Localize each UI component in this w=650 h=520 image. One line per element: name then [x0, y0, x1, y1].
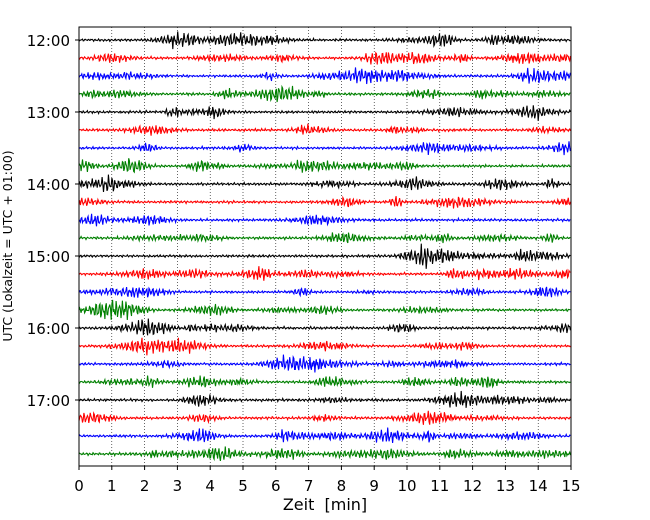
x-axis-label: Zeit [min]: [283, 495, 367, 514]
y-tick-label: 12:00: [27, 32, 70, 50]
trace-line: [78, 299, 571, 320]
trace-line: [78, 286, 571, 298]
trace-line: [78, 375, 571, 389]
trace-line: [78, 67, 571, 85]
trace-line: [78, 213, 571, 227]
x-tick-label: 9: [369, 477, 379, 495]
plot-frame: [78, 26, 572, 467]
x-tick-label: 6: [271, 477, 281, 495]
x-tick-label: 15: [561, 477, 580, 495]
trace-line: [78, 318, 571, 336]
x-tick-label: 4: [205, 477, 215, 495]
y-axis-label: UTC (Lokalzeit = UTC + 01:00): [0, 150, 15, 341]
grid-lines: [111, 27, 539, 466]
trace-line: [78, 266, 571, 281]
trace-line: [78, 31, 571, 50]
trace-line: [78, 232, 571, 244]
traces: [78, 31, 571, 462]
x-axis-ticks: 0 1 2 3 4 5 6 7 8 9 10 11 12 13 14 15: [74, 466, 581, 495]
y-tick-label: 17:00: [27, 392, 70, 410]
x-tick-label: 7: [304, 477, 314, 495]
y-tick-label: 13:00: [27, 104, 70, 122]
trace-line: [78, 158, 571, 174]
trace-line: [78, 141, 571, 156]
x-tick-label: 11: [430, 477, 449, 495]
y-tick-label: 16:00: [27, 320, 70, 338]
y-axis-ticks: 12:00 13:00 14:00 15:00 16:00 17:00: [27, 32, 79, 410]
trace-line: [78, 51, 571, 65]
trace-line: [78, 410, 571, 425]
trace-line: [78, 427, 571, 444]
x-tick-label: 2: [140, 477, 150, 495]
trace-line: [78, 174, 571, 193]
x-tick-label: 3: [173, 477, 183, 495]
trace-line: [78, 243, 571, 269]
x-tick-label: 0: [74, 477, 84, 495]
x-tick-label: 1: [107, 477, 117, 495]
y-tick-label: 14:00: [27, 176, 70, 194]
x-tick-label: 10: [397, 477, 416, 495]
trace-line: [78, 354, 571, 373]
trace-line: [78, 337, 571, 356]
x-tick-label: 13: [496, 477, 515, 495]
trace-line: [78, 84, 571, 103]
x-tick-label: 14: [529, 477, 548, 495]
trace-line: [78, 446, 571, 462]
trace-line: [78, 123, 571, 136]
trace-line: [78, 195, 571, 209]
trace-line: [78, 390, 571, 408]
x-tick-label: 8: [337, 477, 347, 495]
x-tick-label: 12: [463, 477, 482, 495]
x-tick-label: 5: [238, 477, 248, 495]
y-tick-label: 15:00: [27, 248, 70, 266]
trace-line: [78, 105, 571, 121]
